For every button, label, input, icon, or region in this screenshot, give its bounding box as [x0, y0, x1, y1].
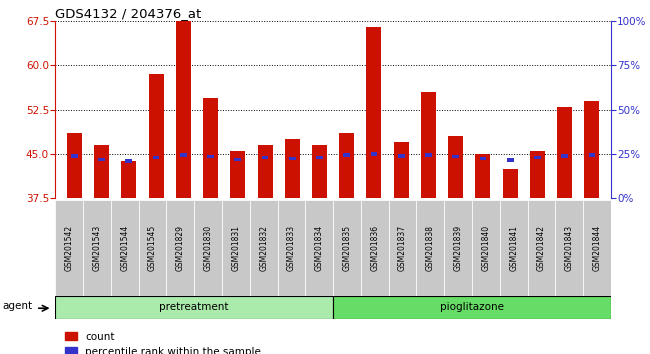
Bar — [55, 296, 333, 319]
Bar — [203, 98, 218, 198]
Bar — [285, 139, 300, 198]
Bar — [333, 296, 611, 319]
Bar — [445, 200, 472, 296]
Bar — [333, 200, 361, 296]
Bar — [176, 21, 191, 198]
Bar — [222, 200, 250, 296]
Bar — [361, 200, 389, 296]
Bar — [475, 154, 491, 198]
Text: GSM201829: GSM201829 — [176, 225, 185, 271]
Text: GSM201842: GSM201842 — [537, 225, 546, 271]
Bar — [507, 158, 514, 162]
Bar — [425, 153, 432, 156]
Bar — [122, 161, 136, 198]
Bar — [583, 200, 611, 296]
Bar — [472, 200, 500, 296]
Bar — [312, 145, 327, 198]
Bar — [230, 151, 245, 198]
Bar — [289, 156, 296, 160]
Bar — [343, 153, 350, 156]
Bar — [421, 92, 436, 198]
Bar — [71, 154, 78, 158]
Bar — [557, 107, 572, 198]
Text: GSM201832: GSM201832 — [259, 225, 268, 271]
Bar — [452, 155, 459, 159]
Text: pretreatment: pretreatment — [159, 302, 229, 312]
Bar — [250, 200, 278, 296]
Bar — [306, 200, 333, 296]
Bar — [98, 158, 105, 161]
Bar — [153, 156, 159, 159]
Bar — [67, 133, 82, 198]
Text: GSM201838: GSM201838 — [426, 225, 435, 271]
Bar — [316, 156, 323, 159]
Text: GSM201843: GSM201843 — [565, 225, 574, 271]
Text: GSM201841: GSM201841 — [509, 225, 518, 271]
Bar — [166, 200, 194, 296]
Text: GSM201844: GSM201844 — [593, 225, 602, 271]
Bar — [556, 200, 583, 296]
Legend: count, percentile rank within the sample: count, percentile rank within the sample — [60, 327, 265, 354]
Bar — [180, 153, 187, 156]
Text: GSM201834: GSM201834 — [315, 225, 324, 271]
Bar — [257, 145, 272, 198]
Bar — [262, 156, 268, 159]
Bar — [207, 155, 214, 159]
Bar — [278, 200, 306, 296]
Text: GSM201830: GSM201830 — [203, 225, 213, 271]
Bar — [394, 142, 409, 198]
Text: GSM201836: GSM201836 — [370, 225, 380, 271]
Bar — [398, 154, 404, 158]
Text: GSM201542: GSM201542 — [64, 225, 73, 271]
Bar — [194, 200, 222, 296]
Bar — [94, 145, 109, 198]
Bar — [528, 200, 556, 296]
Bar — [138, 200, 166, 296]
Bar — [500, 200, 528, 296]
Text: GSM201840: GSM201840 — [482, 225, 491, 271]
Bar — [480, 156, 486, 160]
Text: GSM201835: GSM201835 — [343, 225, 352, 271]
Bar — [149, 74, 164, 198]
Bar — [370, 152, 378, 156]
Bar — [83, 200, 111, 296]
Bar — [588, 153, 595, 156]
Bar — [235, 158, 241, 161]
Bar — [562, 154, 568, 158]
Text: GSM201839: GSM201839 — [454, 225, 463, 271]
Bar — [55, 200, 83, 296]
Bar — [389, 200, 417, 296]
Bar — [502, 169, 517, 198]
Text: pioglitazone: pioglitazone — [440, 302, 504, 312]
Text: GSM201833: GSM201833 — [287, 225, 296, 271]
Text: GSM201544: GSM201544 — [120, 225, 129, 271]
Bar — [125, 159, 132, 163]
Text: GSM201543: GSM201543 — [92, 225, 101, 271]
Text: GDS4132 / 204376_at: GDS4132 / 204376_at — [55, 7, 201, 20]
Bar — [530, 151, 545, 198]
Bar — [111, 200, 138, 296]
Bar — [367, 27, 382, 198]
Text: GSM201545: GSM201545 — [148, 225, 157, 271]
Text: GSM201837: GSM201837 — [398, 225, 407, 271]
Bar — [584, 101, 599, 198]
Bar — [339, 133, 354, 198]
Bar — [534, 156, 541, 159]
Bar — [448, 136, 463, 198]
Text: agent: agent — [3, 301, 33, 311]
Bar — [417, 200, 445, 296]
Text: GSM201831: GSM201831 — [231, 225, 240, 271]
